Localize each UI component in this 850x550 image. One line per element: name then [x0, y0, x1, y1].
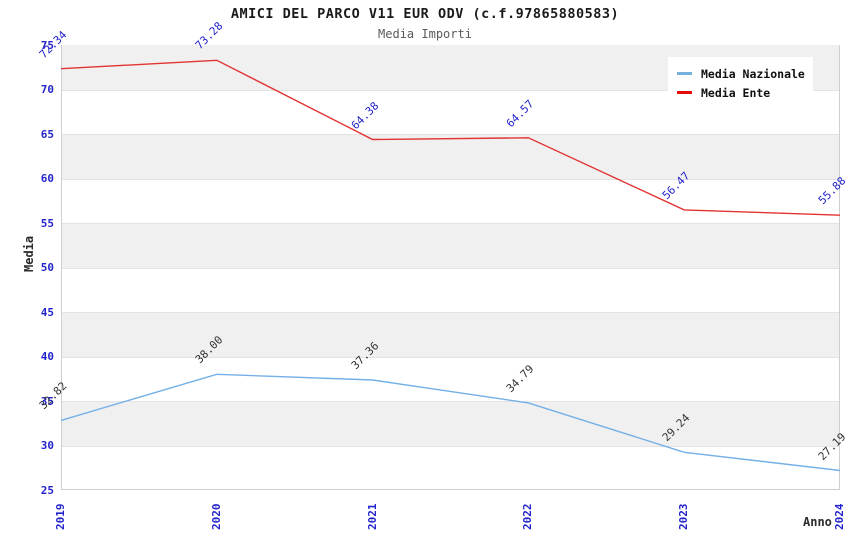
gridline [62, 401, 839, 402]
plot-band [62, 401, 839, 446]
plot-band [62, 179, 839, 224]
y-tick-label: 70 [40, 83, 54, 96]
y-tick-label: 60 [40, 172, 54, 185]
gridline [62, 356, 839, 358]
legend-item: Media Ente [668, 83, 813, 102]
gridline [62, 178, 839, 180]
plot-band [62, 134, 839, 179]
y-tick-label: 40 [40, 350, 54, 363]
x-axis-title: Anno [803, 515, 832, 529]
y-tick-label: 75 [40, 38, 54, 52]
y-tick-label: 65 [40, 127, 54, 141]
gridline [62, 312, 839, 313]
x-tick-label: 2023 [677, 503, 691, 531]
y-tick-label: 45 [40, 305, 54, 319]
x-tick-label: 2021 [365, 503, 379, 531]
legend: Media Nazionale Media Ente [668, 57, 813, 108]
gridline [62, 134, 839, 135]
y-axis-title: Media [22, 235, 36, 272]
plot-band [62, 357, 839, 402]
legend-label: Media Ente [701, 85, 771, 100]
y-tick-label: 55 [40, 216, 54, 230]
x-tick-label: 2020 [209, 503, 223, 531]
gridline [62, 223, 839, 224]
plot-area [61, 45, 840, 490]
legend-line-swatch [677, 91, 692, 94]
plot-band [62, 446, 839, 491]
legend-item: Media Nazionale [668, 64, 813, 83]
x-tick-label: 2019 [54, 503, 67, 531]
x-tick-label: 2024 [833, 503, 846, 531]
gridline [62, 267, 839, 269]
x-tick-label: 2022 [521, 503, 535, 531]
chart-title: AMICI DEL PARCO V11 EUR ODV (c.f.9786588… [230, 6, 620, 22]
y-tick-label: 50 [40, 261, 54, 274]
plot-band [62, 223, 839, 268]
plot-band [62, 312, 839, 357]
y-tick-label: 25 [40, 483, 54, 497]
gridline [62, 445, 839, 447]
plot-band [62, 268, 839, 313]
y-tick-label: 30 [40, 439, 54, 452]
legend-line-swatch [677, 72, 692, 75]
chart-subtitle: Media Importi [378, 27, 472, 41]
y-tick-label: 35 [40, 394, 54, 408]
legend-label: Media Nazionale [701, 66, 805, 81]
